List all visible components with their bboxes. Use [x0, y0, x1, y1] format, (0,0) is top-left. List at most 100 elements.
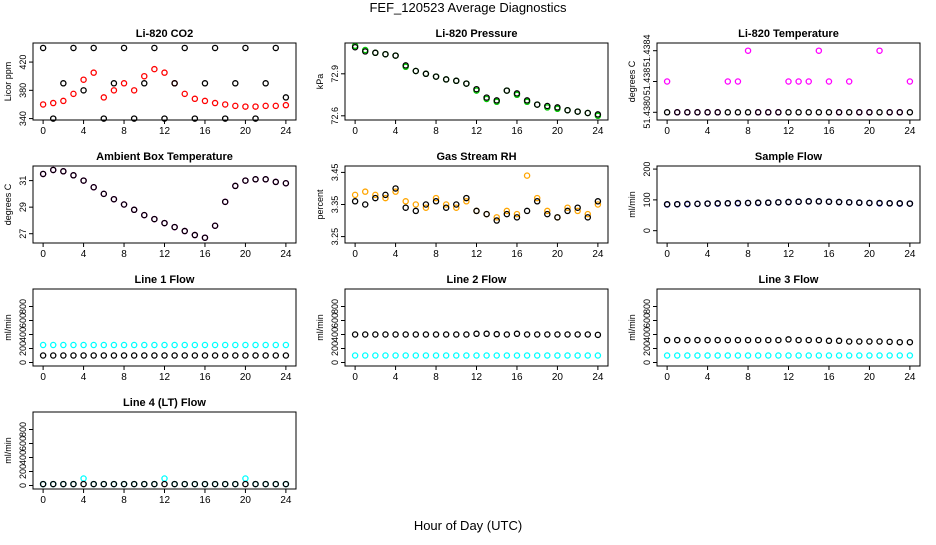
data-point [70, 480, 77, 488]
data-point [130, 115, 138, 122]
x-tick-label: 16 [511, 249, 523, 260]
data-point [351, 43, 359, 51]
data-point [191, 95, 199, 103]
data-point [825, 109, 833, 116]
data-point [673, 200, 681, 208]
data-point [473, 85, 480, 93]
data-point [442, 204, 450, 211]
data-point [232, 480, 239, 488]
data-point [564, 331, 571, 338]
data-point [262, 80, 269, 87]
data-point [805, 336, 812, 344]
data-point [392, 185, 399, 192]
data-point [906, 78, 914, 85]
data-point [564, 207, 571, 215]
data-point [60, 97, 67, 105]
y-tick-label: 400 [330, 327, 340, 342]
data-point [886, 338, 893, 346]
x-tick-label: 12 [159, 372, 171, 383]
data-point [473, 330, 480, 338]
data-point [463, 198, 470, 205]
data-point [412, 207, 420, 215]
data-point [171, 223, 178, 231]
data-point [684, 352, 691, 359]
data-point [191, 115, 199, 122]
data-point [544, 102, 551, 110]
x-tick-label: 20 [552, 249, 564, 260]
data-point [70, 44, 77, 52]
data-point [896, 200, 904, 207]
y-tick-label: 340 [18, 111, 28, 126]
x-tick-label: 4 [393, 249, 399, 260]
data-point [554, 104, 561, 111]
data-point [392, 52, 399, 59]
data-point [533, 198, 541, 205]
data-point [544, 207, 551, 215]
data-point [151, 44, 158, 52]
data-point [161, 475, 168, 482]
data-point [663, 109, 671, 116]
data-point [151, 480, 158, 488]
data-point [694, 336, 701, 344]
data-point [402, 204, 409, 211]
data-point [272, 480, 280, 488]
data-point [694, 109, 701, 116]
y-tick-label: 200 [18, 341, 28, 356]
data-point [493, 352, 500, 359]
data-point [594, 201, 602, 208]
y-tick-label: 72.9 [330, 65, 340, 83]
data-point [161, 341, 168, 349]
data-point [734, 78, 742, 85]
data-point [856, 109, 863, 116]
data-point [402, 331, 409, 338]
data-point [825, 78, 833, 85]
data-point [49, 480, 57, 488]
data-point [594, 111, 602, 118]
data-point [815, 198, 823, 205]
data-point [232, 80, 239, 87]
data-point [171, 341, 178, 349]
x-tick-label: 4 [81, 126, 87, 137]
data-point [896, 338, 904, 346]
data-point [110, 341, 118, 349]
data-point [835, 198, 843, 206]
data-point [39, 170, 47, 178]
y-tick-label: 0 [642, 360, 652, 365]
data-point [493, 97, 500, 104]
data-point [734, 109, 742, 116]
x-tick-label: 8 [433, 126, 439, 137]
data-point [856, 338, 863, 345]
data-point [754, 109, 762, 116]
x-tick-label: 16 [823, 126, 835, 137]
data-point [663, 78, 671, 85]
x-tick-label: 24 [904, 372, 916, 383]
data-point [765, 336, 772, 344]
data-point [221, 480, 229, 488]
data-point [886, 109, 893, 116]
x-tick-label: 20 [240, 126, 252, 137]
data-point [544, 210, 551, 218]
data-point [785, 109, 792, 116]
x-tick-label: 4 [81, 495, 87, 506]
data-point [90, 352, 97, 359]
data-point [221, 352, 229, 359]
data-point [704, 336, 711, 344]
data-point [181, 90, 188, 98]
data-point [161, 480, 168, 488]
x-tick-label: 24 [280, 495, 292, 506]
data-point [120, 44, 128, 52]
x-tick-label: 24 [904, 249, 916, 260]
data-point [201, 352, 209, 359]
data-point [554, 352, 561, 359]
data-point [845, 338, 853, 345]
data-point [402, 352, 409, 359]
data-point [734, 352, 742, 359]
data-point [422, 201, 430, 208]
data-point [825, 198, 833, 205]
data-point [161, 352, 168, 359]
data-point [594, 331, 602, 339]
data-point [262, 341, 269, 349]
data-point [221, 341, 229, 349]
x-tick-label: 12 [471, 126, 483, 137]
data-point [80, 475, 87, 482]
